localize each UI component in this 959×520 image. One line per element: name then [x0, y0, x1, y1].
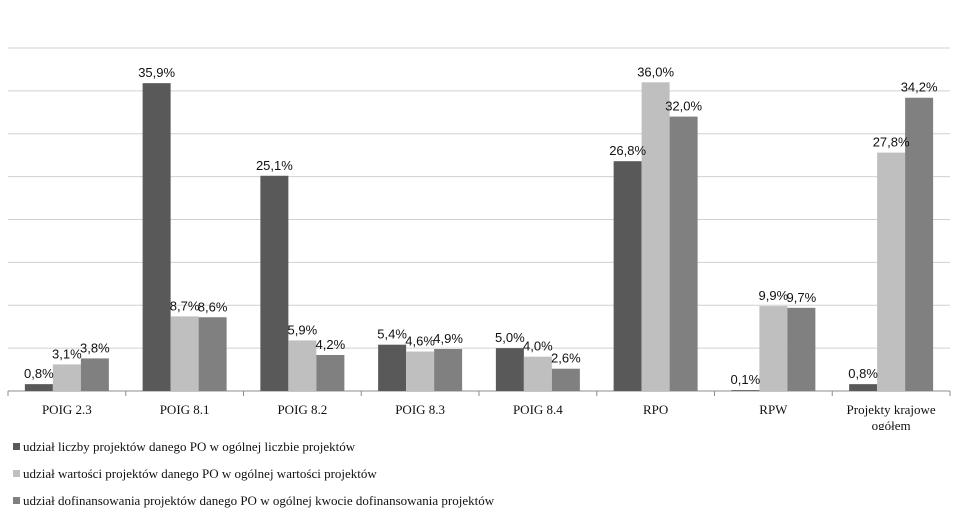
data-label: 0,1% [731, 372, 761, 387]
data-label: 34,2% [901, 80, 938, 95]
legend-swatch [13, 443, 20, 450]
data-label: 8,6% [198, 299, 228, 314]
data-label: 0,8% [24, 366, 54, 381]
bar [787, 307, 816, 391]
bar [142, 83, 171, 391]
data-label: 25,1% [256, 158, 293, 173]
data-label: 4,2% [316, 337, 346, 352]
legend-swatch [13, 470, 20, 477]
bar [669, 116, 698, 391]
bar [495, 348, 524, 391]
data-label: 36,0% [637, 64, 674, 79]
bar [434, 348, 463, 391]
bar [378, 344, 407, 391]
data-label: 26,8% [609, 143, 646, 158]
data-label: 5,0% [495, 330, 525, 345]
legend-label: udział liczby projektów danego PO w ogól… [23, 438, 356, 454]
data-label: 9,7% [787, 290, 817, 305]
category-label: Projekty krajowe [847, 402, 936, 417]
category-label: POIG 8.4 [513, 402, 563, 417]
legend-label: udział wartości projektów danego PO w og… [23, 465, 377, 481]
data-label: 4,6% [405, 334, 435, 349]
data-label: 35,9% [138, 65, 175, 80]
category-label: POIG 8.3 [395, 402, 445, 417]
data-label: 5,9% [288, 322, 318, 337]
bar [849, 384, 878, 391]
bar [170, 316, 199, 391]
data-label: 4,0% [523, 339, 553, 354]
data-label: 32,0% [665, 99, 702, 114]
bar [759, 306, 788, 391]
bar [905, 97, 934, 392]
legend-item: udział wartości projektów danego PO w og… [13, 460, 494, 487]
category-label: POIG 8.1 [160, 402, 210, 417]
data-label: 3,1% [52, 346, 82, 361]
bar [406, 351, 435, 391]
data-label: 0,8% [848, 366, 878, 381]
bars [24, 82, 934, 392]
data-label: 5,4% [377, 327, 407, 342]
legend-swatch [13, 497, 20, 504]
bar [80, 358, 109, 391]
bar [198, 317, 227, 391]
data-label: 2,6% [551, 351, 581, 366]
data-label: 3,8% [80, 340, 110, 355]
bar [731, 390, 760, 391]
bar [613, 161, 642, 391]
legend-item: udział dofinansowania projektów danego P… [13, 487, 494, 514]
data-label: 8,7% [170, 298, 200, 313]
legend: udział liczby projektów danego PO w ogól… [13, 433, 494, 514]
category-label: ogółem [872, 418, 911, 430]
bar [523, 356, 552, 391]
bar [52, 364, 81, 391]
bar [24, 384, 53, 391]
bar-chart: 0,8% 3,1%3,8% 35,9% 8,7%8,6% 25,1% 5,9%4,2% 5,… [7, 47, 951, 430]
value-labels: 0,8% 3,1%3,8% 35,9% 8,7%8,6% 25,1% 5,9%4,2% 5,… [24, 64, 938, 387]
legend-item: udział liczby projektów danego PO w ogól… [13, 433, 494, 460]
bar [316, 354, 345, 391]
bar [877, 152, 906, 391]
bar [551, 368, 580, 391]
data-label: 27,8% [873, 135, 910, 150]
bar [260, 175, 289, 391]
legend-label: udział dofinansowania projektów danego P… [23, 492, 495, 508]
category-labels: POIG 2.3 POIG 8.1 POIG 8.2 POIG 8.3 POIG 8.4… [42, 402, 936, 430]
data-label: 4,9% [433, 331, 463, 346]
category-label: POIG 8.2 [277, 402, 327, 417]
bar [641, 82, 670, 392]
bar [288, 340, 317, 391]
category-label: POIG 2.3 [42, 402, 92, 417]
data-label: 9,9% [759, 288, 789, 303]
category-label: RPW [759, 402, 788, 417]
category-label: RPO [643, 402, 668, 417]
